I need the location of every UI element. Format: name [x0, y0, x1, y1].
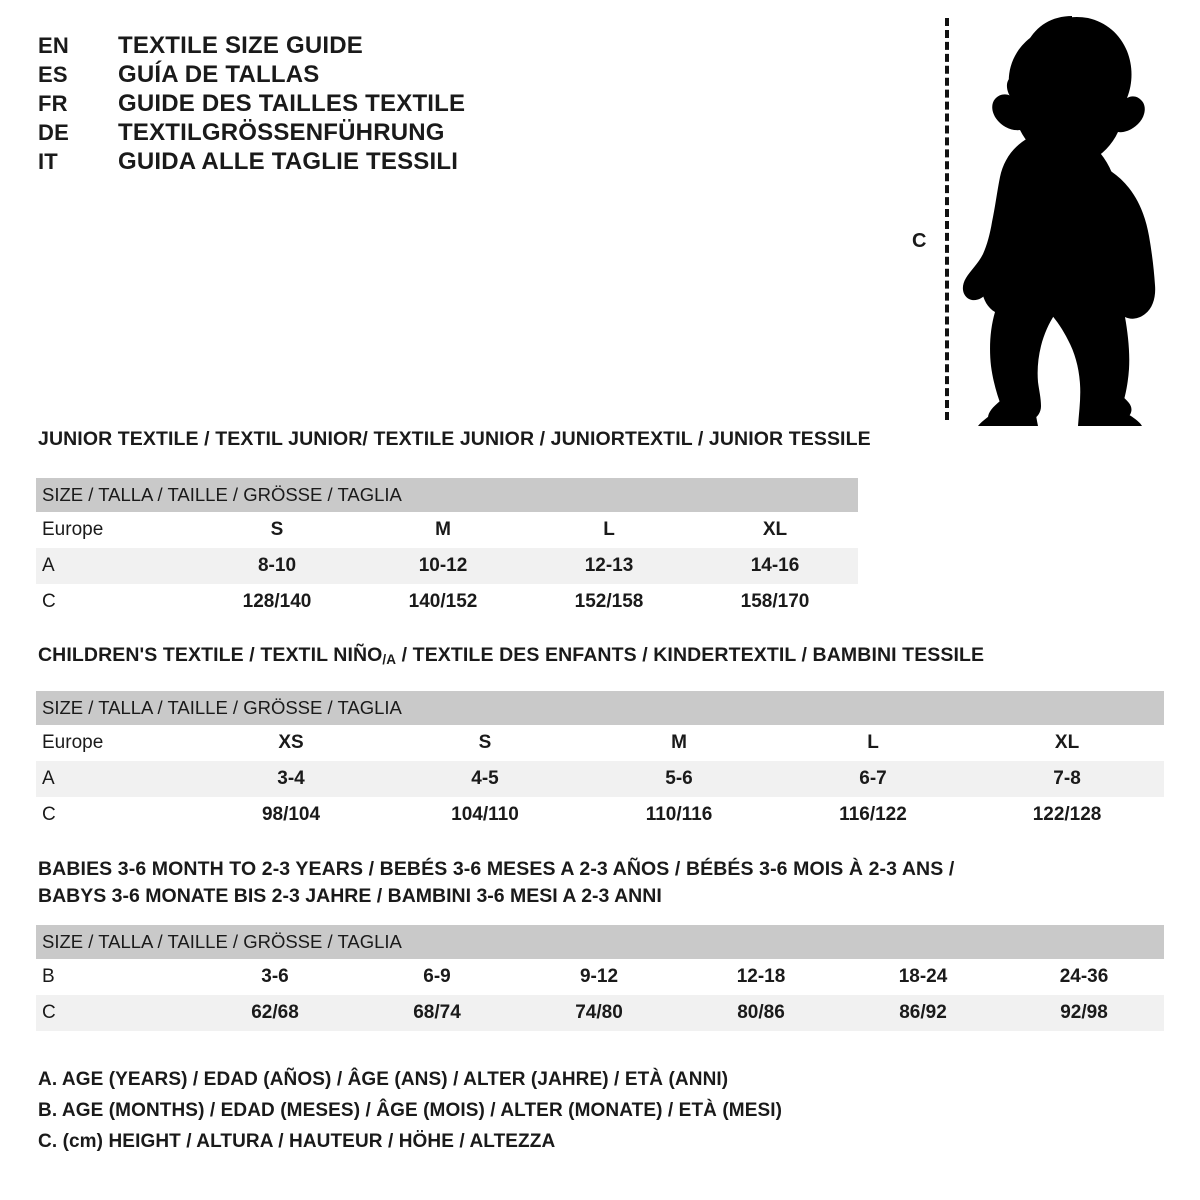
- children-cell-europe-0: XS: [194, 725, 388, 761]
- babies-row-b: B 3-6 6-9 9-12 12-18 18-24 24-36: [36, 959, 1165, 995]
- children-cell-a-4: 7-8: [970, 761, 1165, 797]
- children-cell-c-1: 104/110: [388, 797, 582, 833]
- junior-row-label-c: C: [36, 584, 194, 620]
- junior-cell-a-0: 8-10: [194, 548, 360, 584]
- children-section-heading: CHILDREN'S TEXTILE / TEXTIL NIÑO/A / TEX…: [38, 644, 984, 667]
- children-row-label-c: C: [36, 797, 194, 833]
- junior-size-table: SIZE / TALLA / TAILLE / GRÖSSE / TAGLIA …: [36, 478, 859, 620]
- title-lang-it: IT: [38, 149, 58, 174]
- title-lang-es: ES: [38, 62, 68, 87]
- children-cell-a-0: 3-4: [194, 761, 388, 797]
- title-lang-en: EN: [38, 33, 69, 58]
- title-row-it: IT GUIDA ALLE TAGLIE TESSILI: [38, 148, 598, 177]
- junior-cell-europe-3: XL: [692, 512, 859, 548]
- children-cell-europe-3: L: [776, 725, 970, 761]
- measurement-legend: A. AGE (YEARS) / EDAD (AÑOS) / ÂGE (ANS)…: [38, 1064, 782, 1157]
- junior-row-a: A 8-10 10-12 12-13 14-16: [36, 548, 859, 584]
- junior-row-label-a: A: [36, 548, 194, 584]
- children-table-band-row: SIZE / TALLA / TAILLE / GRÖSSE / TAGLIA: [36, 691, 1165, 725]
- children-cell-c-2: 110/116: [582, 797, 776, 833]
- junior-section-heading: JUNIOR TEXTILE / TEXTIL JUNIOR/ TEXTILE …: [38, 428, 871, 450]
- children-cell-c-3: 116/122: [776, 797, 970, 833]
- babies-cell-c-2: 74/80: [518, 995, 680, 1031]
- junior-cell-a-1: 10-12: [360, 548, 526, 584]
- children-row-a: A 3-4 4-5 5-6 6-7 7-8: [36, 761, 1165, 797]
- junior-row-europe: Europe S M L XL: [36, 512, 859, 548]
- children-row-label-europe: Europe: [36, 725, 194, 761]
- babies-cell-b-3: 12-18: [680, 959, 842, 995]
- junior-band-label: SIZE / TALLA / TAILLE / GRÖSSE / TAGLIA: [36, 478, 859, 512]
- junior-cell-a-3: 14-16: [692, 548, 859, 584]
- junior-cell-c-1: 140/152: [360, 584, 526, 620]
- title-row-de: DE TEXTILGRÖSSENFÜHRUNG: [38, 119, 598, 148]
- children-heading-post: / TEXTILE DES ENFANTS / KINDERTEXTIL / B…: [396, 644, 985, 666]
- babies-size-table: SIZE / TALLA / TAILLE / GRÖSSE / TAGLIA …: [36, 925, 1165, 1031]
- junior-table-band-row: SIZE / TALLA / TAILLE / GRÖSSE / TAGLIA: [36, 478, 859, 512]
- children-heading-pre: CHILDREN'S TEXTILE / TEXTIL NIÑO: [38, 644, 383, 666]
- babies-band-label: SIZE / TALLA / TAILLE / GRÖSSE / TAGLIA: [36, 925, 1165, 959]
- babies-cell-b-0: 3-6: [194, 959, 356, 995]
- legend-line-c: C. (cm) HEIGHT / ALTURA / HAUTEUR / HÖHE…: [38, 1131, 556, 1152]
- measurement-label-c: C: [912, 230, 927, 252]
- babies-table-band-row: SIZE / TALLA / TAILLE / GRÖSSE / TAGLIA: [36, 925, 1165, 959]
- children-band-label: SIZE / TALLA / TAILLE / GRÖSSE / TAGLIA: [36, 691, 1165, 725]
- babies-cell-b-4: 18-24: [842, 959, 1004, 995]
- title-lang-fr: FR: [38, 91, 68, 116]
- babies-row-c: C 62/68 68/74 74/80 80/86 86/92 92/98: [36, 995, 1165, 1031]
- legend-line-b: B. AGE (MONTHS) / EDAD (MESES) / ÂGE (MO…: [38, 1100, 783, 1121]
- children-cell-c-0: 98/104: [194, 797, 388, 833]
- children-cell-a-3: 6-7: [776, 761, 970, 797]
- junior-cell-europe-2: L: [526, 512, 692, 548]
- junior-cell-europe-1: M: [360, 512, 526, 548]
- child-silhouette-icon: [962, 16, 1156, 427]
- title-text-en: TEXTILE SIZE GUIDE: [118, 32, 363, 59]
- babies-cell-b-2: 9-12: [518, 959, 680, 995]
- title-text-it: GUIDA ALLE TAGLIE TESSILI: [118, 148, 459, 175]
- title-text-es: GUÍA DE TALLAS: [118, 61, 320, 88]
- children-row-label-a: A: [36, 761, 194, 797]
- babies-cell-c-3: 80/86: [680, 995, 842, 1031]
- children-cell-a-1: 4-5: [388, 761, 582, 797]
- children-cell-europe-2: M: [582, 725, 776, 761]
- junior-row-c: C 128/140 140/152 152/158 158/170: [36, 584, 859, 620]
- children-cell-europe-1: S: [388, 725, 582, 761]
- babies-row-label-c: C: [36, 995, 194, 1031]
- babies-cell-c-0: 62/68: [194, 995, 356, 1031]
- junior-cell-a-2: 12-13: [526, 548, 692, 584]
- height-measurement-figure: C: [900, 12, 1190, 427]
- junior-cell-c-0: 128/140: [194, 584, 360, 620]
- children-heading-sub: /A: [382, 652, 397, 667]
- title-text-de: TEXTILGRÖSSENFÜHRUNG: [118, 119, 445, 146]
- legend-line-a: A. AGE (YEARS) / EDAD (AÑOS) / ÂGE (ANS)…: [38, 1069, 729, 1090]
- babies-row-label-b: B: [36, 959, 194, 995]
- children-row-c: C 98/104 104/110 110/116 116/122 122/128: [36, 797, 1165, 833]
- junior-cell-c-2: 152/158: [526, 584, 692, 620]
- title-row-fr: FR GUIDE DES TAILLES TEXTILE: [38, 90, 598, 119]
- height-dashed-line-icon: [945, 18, 949, 420]
- babies-cell-c-5: 92/98: [1004, 995, 1165, 1031]
- junior-cell-europe-0: S: [194, 512, 360, 548]
- title-text-fr: GUIDE DES TAILLES TEXTILE: [118, 90, 466, 117]
- title-row-es: ES GUÍA DE TALLAS: [38, 61, 598, 90]
- title-lang-de: DE: [38, 120, 69, 145]
- children-row-europe: Europe XS S M L XL: [36, 725, 1165, 761]
- children-cell-c-4: 122/128: [970, 797, 1165, 833]
- junior-row-label-europe: Europe: [36, 512, 194, 548]
- title-row-en: EN TEXTILE SIZE GUIDE: [38, 32, 598, 61]
- babies-section-heading-line1: BABIES 3-6 MONTH TO 2-3 YEARS / BEBÉS 3-…: [38, 858, 955, 880]
- babies-cell-c-1: 68/74: [356, 995, 518, 1031]
- size-guide-title-block: EN TEXTILE SIZE GUIDE ES GUÍA DE TALLAS …: [38, 32, 598, 177]
- babies-cell-b-1: 6-9: [356, 959, 518, 995]
- children-cell-europe-4: XL: [970, 725, 1165, 761]
- junior-cell-c-3: 158/170: [692, 584, 859, 620]
- children-size-table: SIZE / TALLA / TAILLE / GRÖSSE / TAGLIA …: [36, 691, 1165, 833]
- babies-cell-c-4: 86/92: [842, 995, 1004, 1031]
- babies-section-heading-line2: BABYS 3-6 MONATE BIS 2-3 JAHRE / BAMBINI…: [38, 885, 662, 907]
- babies-cell-b-5: 24-36: [1004, 959, 1165, 995]
- children-cell-a-2: 5-6: [582, 761, 776, 797]
